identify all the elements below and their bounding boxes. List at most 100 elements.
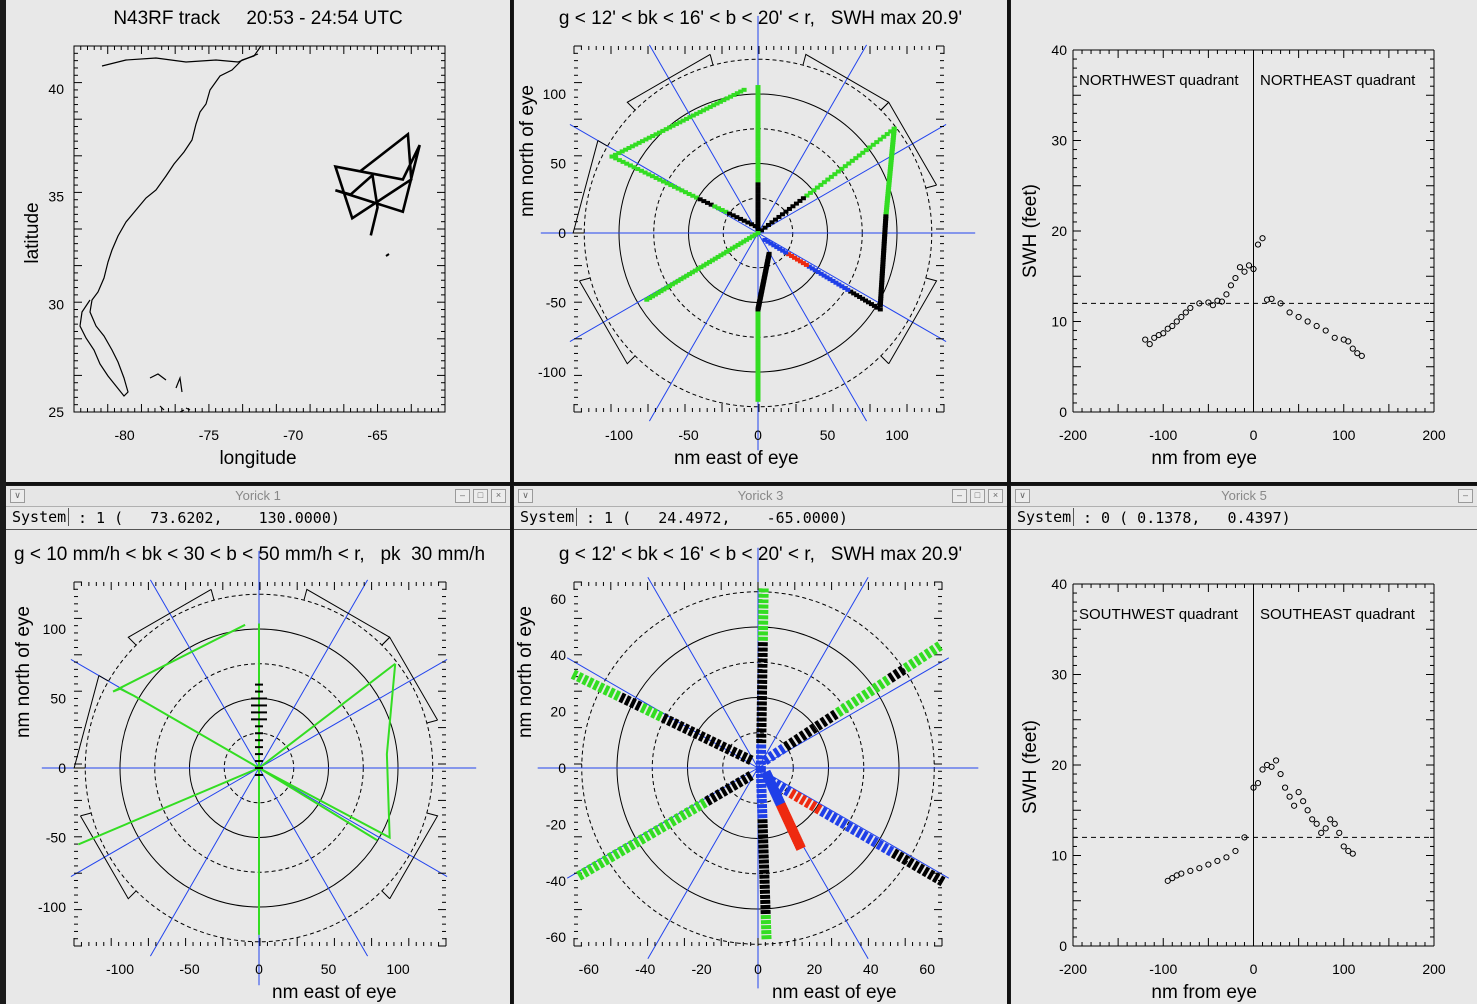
- spoke-line: [648, 232, 759, 422]
- y-tick-label: -100: [38, 899, 66, 915]
- spoke-line: [258, 658, 448, 769]
- swh-point: [792, 838, 804, 847]
- swh-point: [889, 153, 895, 158]
- swh-point: [707, 104, 713, 109]
- swh-point: [755, 316, 761, 321]
- swh-point: [877, 137, 883, 142]
- swh-point: [1160, 330, 1167, 337]
- window-titlebar[interactable]: ∨ Yorick 1 – □ ×: [6, 486, 510, 507]
- swh-point: [755, 88, 761, 93]
- swh-point: [888, 164, 894, 169]
- swh-point: [638, 168, 644, 173]
- swh-point: [1331, 820, 1338, 827]
- track-xlabel: longitude: [219, 448, 297, 469]
- swh-point: [818, 271, 824, 276]
- system-button[interactable]: System: [10, 508, 70, 526]
- swh-point: [729, 780, 739, 791]
- swh-point: [611, 848, 621, 860]
- swh-point: [686, 191, 692, 196]
- swh-point: [789, 253, 795, 258]
- swh-point: [1241, 834, 1248, 841]
- swh-point: [755, 171, 761, 176]
- swh-point: [692, 268, 698, 273]
- swh-point: [780, 811, 792, 820]
- minimize-icon[interactable]: –: [1458, 489, 1473, 503]
- swh-point: [890, 137, 896, 142]
- swh-point: [755, 314, 761, 319]
- swh-point: [897, 665, 907, 676]
- swh-point: [666, 715, 675, 727]
- swh-point: [755, 159, 761, 164]
- swh-point: [709, 792, 718, 803]
- swh-point: [1164, 325, 1171, 332]
- close-icon[interactable]: ×: [491, 489, 506, 503]
- swh-point: [1142, 336, 1149, 343]
- system-button[interactable]: System: [518, 508, 578, 526]
- y-tick-label: 20: [1051, 223, 1067, 239]
- swh-point: [744, 237, 750, 242]
- swh-point: [612, 152, 618, 157]
- swh-point: [755, 312, 761, 317]
- minimize-icon[interactable]: –: [952, 489, 967, 503]
- swh-point: [875, 839, 885, 851]
- swh-point: [755, 376, 761, 381]
- swh-point: [839, 166, 845, 171]
- close-icon[interactable]: ×: [988, 489, 1003, 503]
- swh-point: [836, 282, 842, 287]
- swh-point: [926, 869, 936, 881]
- sector-outline: [880, 277, 938, 365]
- x-tick-label: -75: [199, 427, 219, 443]
- y-tick-label: 100: [543, 86, 567, 102]
- swh-point: [1151, 334, 1158, 341]
- minimize-icon[interactable]: –: [455, 489, 470, 503]
- swh-point: [783, 785, 792, 797]
- swh-point: [701, 199, 707, 204]
- swh-point: [888, 129, 894, 134]
- swh-point: [647, 827, 657, 839]
- swh-point: [1214, 857, 1221, 865]
- swh-point: [755, 383, 761, 388]
- y-tick-label: 40: [48, 81, 64, 97]
- swh-point: [755, 370, 761, 374]
- swh-point: [879, 275, 885, 280]
- window-menu-icon[interactable]: ∨: [518, 489, 533, 503]
- swh-point: [735, 777, 744, 788]
- swh-point: [888, 160, 894, 165]
- swh-point: [768, 241, 774, 246]
- swh-point: [755, 360, 761, 365]
- rain-track-line: [258, 662, 396, 769]
- window-menu-icon[interactable]: ∨: [1015, 489, 1030, 503]
- x-tick-label: 20: [807, 961, 823, 977]
- swh-point: [890, 848, 900, 860]
- swh-point: [766, 780, 777, 789]
- window-titlebar[interactable]: ∨ Yorick 5 –: [1011, 486, 1477, 507]
- maximize-icon[interactable]: □: [473, 489, 488, 503]
- swh-point: [860, 830, 869, 842]
- swh-point: [793, 733, 803, 745]
- rain-track-line: [258, 663, 397, 840]
- swh-point: [1178, 870, 1185, 877]
- flight-track-mark: [385, 253, 390, 257]
- swh-point: [602, 684, 611, 696]
- maximize-icon[interactable]: □: [970, 489, 985, 503]
- window-menu-icon[interactable]: ∨: [10, 489, 25, 503]
- x-tick-label: 50: [321, 961, 337, 977]
- swh-point: [613, 156, 619, 161]
- swh-point: [1241, 268, 1248, 275]
- swh-point: [1178, 313, 1185, 321]
- window-titlebar[interactable]: ∨ Yorick 3 – □ ×: [514, 486, 1007, 507]
- swh-point: [767, 783, 778, 791]
- spoke-line: [647, 576, 759, 769]
- window-yorick-3: ∨ Yorick 3 – □ × System : 1 ( 24.4972, -…: [514, 486, 1007, 1004]
- swh-point: [633, 142, 639, 147]
- swh-point: [755, 111, 761, 116]
- swh-point: [626, 145, 632, 150]
- swh-point: [849, 158, 855, 163]
- y-tick-label: -50: [546, 295, 566, 311]
- system-button[interactable]: System: [1015, 508, 1075, 526]
- swh-point: [887, 176, 893, 181]
- y-tick-label: 50: [550, 156, 566, 172]
- swh-point: [745, 771, 754, 782]
- swh-north-plot: -200 -100 0 100 200 0 10 20 30 40: [1051, 42, 1445, 443]
- swh-point: [884, 132, 890, 137]
